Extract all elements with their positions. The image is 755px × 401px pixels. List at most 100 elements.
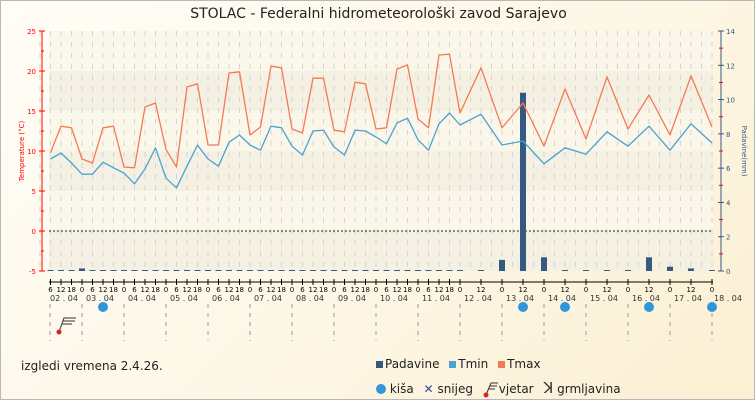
x-day-label: 06 . 04 [212,294,240,303]
y-tick-label: 15 [27,108,36,116]
precip-bar [667,266,673,271]
x-hour-label: 0 [542,286,546,294]
x-hour-label: 0 [206,286,210,294]
x-hour-label: 12 [393,286,402,294]
legend-tmin: Tmin [449,357,488,371]
y2-tick-label: 6 [726,165,731,173]
x-day-label: 15 . 04 [590,294,618,303]
y-tick-label: 20 [27,68,36,76]
x-hour-label: 12 [99,286,108,294]
x-day-label: 07 . 04 [254,294,282,303]
y-tick-label: 5 [32,188,36,196]
x-hour-label: 0 [668,286,672,294]
x-hour-label: 18 [109,286,118,294]
x-hour-label: 12 [225,286,234,294]
x-day-label: 18 . 04 [714,294,742,303]
x-hour-label: 0 [626,286,630,294]
tmin-line [50,112,713,189]
x-hour-label: 0 [374,286,378,294]
legend-label: Padavine [385,357,440,371]
x-hour-label: 6 [258,286,263,294]
x-hour-label: 18 [403,286,412,294]
x-hour-label: 12 [561,286,570,294]
y-axis-label: Temperature (°C) [18,121,26,183]
forecast-date: izgledi vremena 2.4.26. [21,359,163,373]
x-hour-label: 6 [90,286,95,294]
y-tick-label: 10 [27,148,36,156]
y2-tick-label: 8 [726,131,730,139]
x-hour-label: 12 [267,286,276,294]
x-hour-label: 12 [519,286,528,294]
legend-grmljavina: ꓘ grmljavina [543,379,620,397]
x-hour-label: 12 [645,286,654,294]
x-hour-label: 6 [216,286,221,294]
x-day-label: 16 . 04 [632,294,660,303]
legend-weather: kiša ✕ snijeg vjetar ꓘ grmljavina [376,379,627,398]
x-day-label: 08 . 04 [296,294,324,303]
padavine-swatch [376,361,383,368]
x-hour-label: 0 [164,286,168,294]
wind-icon [58,317,76,333]
x-day-label: 05 . 04 [170,294,198,303]
x-hour-label: 18 [445,286,454,294]
x-hour-label: 0 [332,286,336,294]
x-hour-label: 12 [687,286,696,294]
x-hour-label: 18 [319,286,328,294]
tmax-line [49,53,713,169]
x-hour-label: 0 [248,286,252,294]
x-hour-label: 0 [416,286,420,294]
grid-band [49,151,713,191]
legend-label: snijeg [437,382,473,396]
x-day-label: 10 . 04 [380,294,408,303]
precip-bar [541,257,547,271]
x-hour-label: 0 [80,286,84,294]
precip-bar [79,268,85,271]
x-day-label: 02 . 04 [50,294,78,303]
y2-tick-label: 12 [726,62,735,70]
x-hour-label: 12 [351,286,360,294]
x-hour-label: 0 [122,286,126,294]
x-day-label: 03 . 04 [86,294,114,303]
tmax-swatch [498,361,506,368]
x-day-label: 04 . 04 [128,294,156,303]
y2-tick-label: 4 [726,199,731,207]
y2-axis-label: Padavine(mm) [740,126,748,177]
rain-icon [98,302,108,312]
x-hour-label: 18 [277,286,286,294]
legend-series: Padavine Tmin Tmax [376,357,547,371]
x-hour-label: 18 [235,286,244,294]
x-hour-label: 0 [584,286,588,294]
x-hour-label: 0 [500,286,504,294]
rain-icon [707,302,717,312]
y2-tick-label: 14 [726,28,735,36]
y-tick-label: -5 [29,268,36,276]
y2-tick-label: 2 [726,234,730,242]
grid-band [49,191,713,231]
x-hour-label: 12 [435,286,444,294]
x-hour-label: 0 [290,286,294,294]
rain-icon [518,302,528,312]
legend-snijeg: ✕ snijeg [424,382,473,396]
x-hour-label: 6 [300,286,305,294]
legend-label: Tmax [507,357,541,371]
x-hour-label: 0 [710,286,714,294]
legend-label: kiša [389,382,414,396]
x-hour-label: 0 [458,286,462,294]
y2-tick-label: 10 [726,97,735,105]
x-hour-label: 6 [384,286,389,294]
x-hour-label: 18 [151,286,160,294]
tmin-swatch [449,361,457,368]
x-hour-label: 18 [361,286,370,294]
x-hour-label: 12 [183,286,192,294]
precip-bar [499,259,505,271]
x-hour-label: 6 [48,286,53,294]
precip-bar [688,268,694,271]
x-hour-label: 6 [426,286,431,294]
precip-bar [646,257,652,271]
rain-icon [560,302,570,312]
x-day-label: 14 . 04 [548,294,576,303]
wind-icon [483,382,498,398]
x-hour-label: 12 [477,286,486,294]
rain-icon [644,302,654,312]
